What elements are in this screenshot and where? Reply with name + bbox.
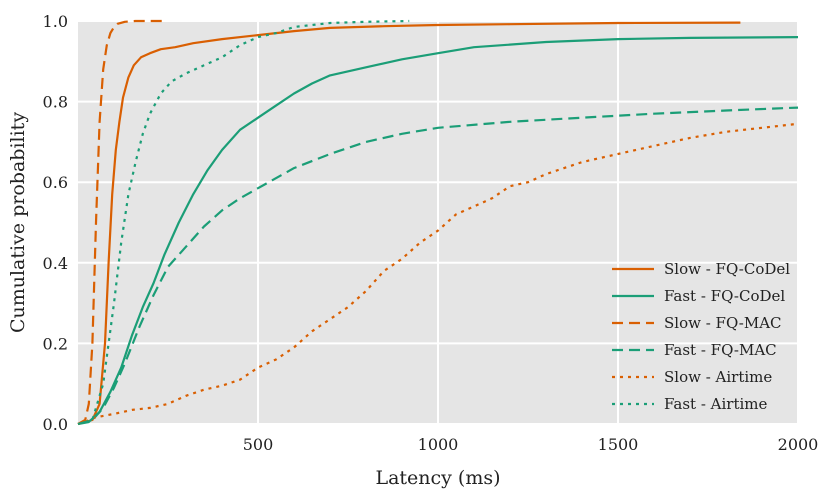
series-line-5 bbox=[77, 122, 799, 426]
legend-label: Fast - FQ-MAC bbox=[664, 341, 777, 359]
series-line-2 bbox=[77, 36, 799, 426]
series-line-1 bbox=[77, 21, 741, 426]
x-tick-label: 1500 bbox=[598, 435, 639, 454]
x-tick-label: 1000 bbox=[418, 435, 459, 454]
x-axis-ticks: 500 1000 1500 2000 bbox=[243, 435, 819, 454]
y-axis-ticks: 0.0 0.2 0.4 0.6 0.8 1.0 bbox=[43, 12, 68, 434]
y-tick-label: 1.0 bbox=[43, 12, 68, 31]
series-line-3 bbox=[77, 19, 165, 425]
series-lines bbox=[77, 19, 799, 426]
y-tick-label: 0.2 bbox=[43, 334, 68, 353]
x-tick-label: 2000 bbox=[778, 435, 819, 454]
legend-label: Slow - Airtime bbox=[664, 368, 772, 386]
x-tick-label: 500 bbox=[243, 435, 274, 454]
legend: Slow - FQ-CoDel Fast - FQ-CoDel Slow - FQ-… bbox=[612, 260, 790, 413]
legend-label: Slow - FQ-CoDel bbox=[664, 260, 790, 278]
legend-label: Fast - FQ-CoDel bbox=[664, 287, 785, 305]
y-axis-title: Cumulative probability bbox=[7, 112, 29, 333]
y-tick-label: 0.0 bbox=[43, 415, 68, 434]
legend-label: Slow - FQ-MAC bbox=[664, 314, 782, 332]
y-tick-label: 0.6 bbox=[43, 173, 68, 192]
grid-lines bbox=[78, 20, 799, 425]
series-line-6 bbox=[77, 19, 410, 426]
series-line-4 bbox=[77, 106, 799, 426]
y-tick-label: 0.8 bbox=[43, 93, 68, 112]
legend-label: Fast - Airtime bbox=[664, 395, 768, 413]
y-tick-label: 0.4 bbox=[43, 254, 68, 273]
x-axis-title: Latency (ms) bbox=[375, 467, 500, 489]
